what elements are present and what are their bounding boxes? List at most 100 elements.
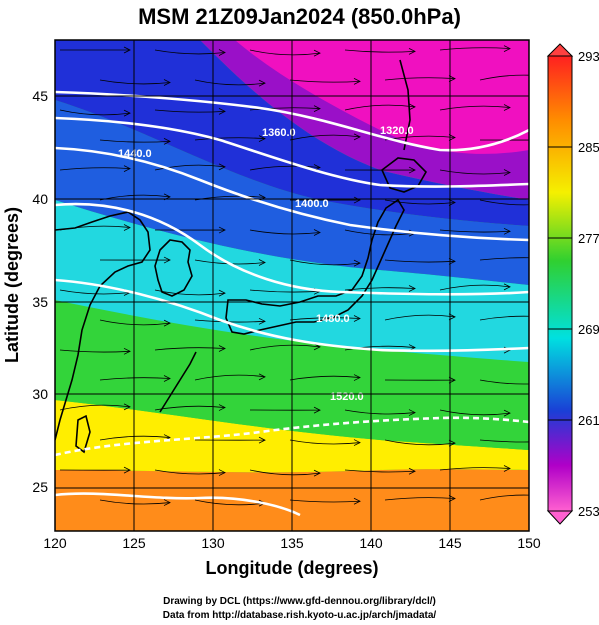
contour-1320 [55, 90, 529, 152]
streamline-arrow [448, 134, 456, 141]
contour-label: 1440.0 [118, 148, 152, 160]
streamline-arrow [163, 256, 171, 264]
streamline-arrow [353, 133, 361, 141]
streamline [439, 169, 511, 175]
y-tick-label: 40 [32, 191, 48, 207]
map-grid [55, 40, 529, 531]
x-tick-label: 120 [43, 535, 67, 551]
streamline [99, 435, 171, 441]
streamline-arrow [408, 166, 416, 174]
streamline-arrow [123, 466, 131, 474]
x-tick-label: 135 [280, 535, 304, 551]
streamline-arrow [313, 343, 321, 351]
x-axis: 120 125 130 135 140 145 150 Longitude (d… [43, 535, 541, 578]
streamline [479, 379, 529, 385]
streamline-arrow [353, 78, 361, 85]
streamline [479, 74, 529, 81]
streamline [289, 317, 361, 321]
streamline [384, 497, 456, 501]
colorbar-label: 285 [578, 140, 599, 155]
y-tick-label: 30 [32, 386, 48, 402]
y-tick-label: 25 [32, 479, 48, 495]
contour-1520 [55, 416, 529, 457]
streamline-arrow [313, 469, 321, 477]
contour-1400 [55, 146, 529, 242]
streamline [249, 344, 321, 351]
x-tick-label: 140 [359, 535, 383, 551]
streamline [59, 349, 131, 353]
contour-label: 1520.0 [330, 391, 364, 403]
streamline-arrow [218, 289, 226, 297]
streamline-arrow [218, 345, 226, 352]
streamline-arrow [258, 135, 266, 142]
korea-coast [154, 239, 193, 297]
streamline-arrow [353, 259, 361, 267]
x-tick-label: 130 [201, 535, 225, 551]
x-axis-label: Longitude (degrees) [205, 558, 378, 578]
streamline [344, 409, 416, 415]
x-tick-label: 125 [122, 535, 146, 551]
colorbar-label: 293 [578, 49, 599, 64]
y-axis: 25 30 35 40 45 Latitude (degrees) [2, 88, 48, 495]
streamline-arrow [503, 465, 511, 472]
y-tick-label: 35 [32, 294, 48, 310]
streamline [99, 139, 171, 143]
streamline-arrow [408, 103, 416, 111]
streamline-arrow [163, 79, 171, 86]
streamline [344, 49, 416, 53]
streamline [439, 47, 511, 51]
streamline-arrow [258, 373, 266, 381]
streamline [439, 105, 511, 111]
streamline-arrow [313, 406, 321, 414]
streamline [289, 79, 361, 83]
streamline-arrow [218, 469, 226, 476]
japan-coast [225, 198, 405, 335]
streamline [344, 229, 416, 236]
x-tick-label: 150 [517, 535, 541, 551]
streamline-arrow [258, 194, 266, 201]
streamline [479, 257, 529, 261]
streamline [249, 469, 321, 476]
streamline [479, 494, 529, 501]
streamline-arrow [448, 199, 456, 206]
contour-1480 [55, 278, 529, 353]
colorbar: 293 285 277 269 261 253 [546, 43, 599, 525]
streamline-arrow [408, 48, 416, 55]
streamline [59, 225, 131, 231]
streamline [99, 499, 171, 505]
streamline-arrow [218, 226, 226, 234]
streamline-arrow [503, 409, 511, 417]
streamline-arrow [408, 409, 416, 416]
streamline-arrow [163, 499, 171, 506]
streamline [59, 167, 131, 171]
streamline [154, 347, 226, 351]
streamline-arrow [258, 436, 266, 444]
temperature-band [55, 100, 529, 285]
streamline [344, 287, 416, 291]
streamline-arrow [503, 283, 511, 291]
contour-1520-south [55, 492, 301, 517]
streamline-arrow [258, 259, 266, 266]
streamline-arrow [408, 285, 416, 292]
contour-1360 [55, 116, 529, 188]
x-tick-label: 145 [438, 535, 462, 551]
streamline [59, 289, 131, 295]
streamline [194, 137, 266, 141]
china-coast [55, 211, 151, 441]
streamline [384, 259, 456, 263]
streamline [154, 289, 226, 296]
streamline [344, 469, 416, 473]
contour-1440 [55, 202, 529, 296]
contour-label: 1400.0 [295, 198, 329, 210]
streamline [154, 164, 226, 171]
streamline-arrow [123, 224, 131, 231]
plot-frame [54, 39, 530, 532]
streamline [439, 229, 511, 233]
streamline [384, 77, 456, 81]
streamline-arrow [258, 317, 266, 325]
streamline-arrow [218, 404, 226, 411]
height-contours [55, 90, 529, 517]
streamline-arrow [448, 257, 456, 265]
streamline [479, 199, 529, 206]
y-axis-label: Latitude (degrees) [2, 207, 22, 363]
